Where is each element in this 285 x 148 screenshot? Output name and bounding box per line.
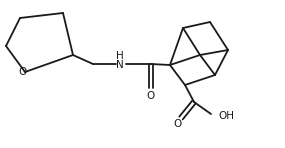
Text: O: O bbox=[18, 67, 26, 77]
Text: OH: OH bbox=[218, 111, 234, 121]
Text: H: H bbox=[116, 51, 124, 61]
Text: N: N bbox=[116, 60, 124, 70]
Text: O: O bbox=[147, 91, 155, 101]
Text: O: O bbox=[174, 119, 182, 129]
